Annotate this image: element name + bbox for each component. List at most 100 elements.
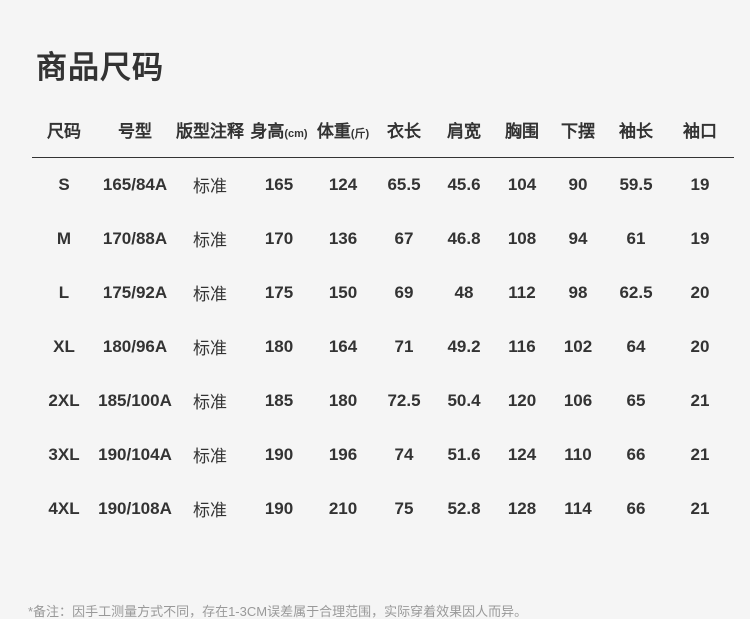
table-cell-hem: 110	[564, 444, 592, 464]
size-table: 尺码 号型 版型注释 身高(cm) 体重(斤) 衣长 肩宽 胸围 下摆 袖长 袖口 S 165/84A…	[32, 117, 734, 536]
table-cell-sleeve: 59.5	[619, 174, 653, 194]
table-cell-length: 75	[394, 498, 414, 518]
column-header-length: 衣长	[374, 117, 434, 158]
table-row: M 170/88A 标准 170 136 67 46.8 108 94 61 19	[32, 212, 734, 266]
table-cell-sleeve: 61	[626, 228, 646, 248]
table-cell-size: L	[58, 282, 70, 302]
column-header-label: 衣长	[387, 122, 421, 141]
table-cell-sleeve: 64	[626, 336, 646, 356]
table-cell-shoulder: 45.6	[447, 174, 481, 194]
column-header-label: 肩宽	[447, 122, 481, 141]
footnote-prefix: *备注：	[28, 604, 73, 619]
table-cell-hem: 114	[564, 498, 592, 518]
table-cell-size: S	[58, 174, 70, 194]
table-cell-fit: 标准	[193, 393, 227, 412]
column-header-model: 号型	[96, 117, 174, 158]
footnote: *备注： 因手工测量方式不同，存在1-3CM误差属于合理范围，实际穿着效果因人而…	[28, 600, 527, 619]
size-table-body: S 165/84A 标准 165 124 65.5 45.6 104 90 59.5 19 M 170/…	[32, 158, 734, 536]
column-header-label: 身高	[250, 122, 285, 141]
table-row: XL 180/96A 标准 180 164 71 49.2 116 102 64 20	[32, 320, 734, 374]
table-cell-chest: 116	[508, 336, 536, 356]
table-cell-chest: 108	[507, 228, 537, 248]
table-row: S 165/84A 标准 165 124 65.5 45.6 104 90 59.5 19	[32, 158, 734, 212]
table-cell-cuff: 20	[690, 282, 710, 302]
table-cell-size: 3XL	[48, 444, 80, 464]
column-header-hem: 下摆	[550, 117, 606, 158]
table-cell-length: 65.5	[387, 174, 421, 194]
table-cell-cuff: 19	[690, 174, 710, 194]
table-cell-fit: 标准	[193, 447, 227, 466]
table-cell-hem: 90	[568, 174, 588, 194]
table-cell-height: 190	[264, 498, 294, 518]
table-cell-fit: 标准	[193, 177, 227, 197]
column-header-unit: (斤)	[350, 128, 370, 140]
table-row: 4XL 190/108A 标准 190 210 75 52.8 128 114 66 21	[32, 482, 734, 536]
table-cell-hem: 94	[568, 228, 588, 248]
table-cell-cuff: 21	[690, 444, 710, 464]
column-header-label: 袖口	[683, 122, 717, 141]
table-cell-cuff: 21	[690, 498, 710, 518]
table-cell-chest: 112	[508, 282, 536, 302]
table-cell-chest: 124	[507, 444, 537, 464]
table-cell-model: 180/96A	[102, 336, 168, 356]
table-cell-weight: 196	[328, 444, 358, 464]
table-cell-shoulder: 50.4	[447, 390, 481, 410]
column-header-size: 尺码	[32, 117, 96, 158]
table-cell-chest: 104	[507, 174, 537, 194]
table-cell-model: 175/92A	[102, 282, 168, 302]
table-cell-weight: 136	[328, 228, 358, 248]
table-cell-sleeve: 62.5	[619, 282, 653, 302]
table-cell-fit: 标准	[193, 501, 227, 520]
column-header-label: 袖长	[619, 122, 653, 141]
table-cell-model: 190/108A	[98, 498, 172, 518]
table-cell-height: 185	[264, 390, 294, 410]
table-row: L 175/92A 标准 175 150 69 48 112 98 62.5 20	[32, 266, 734, 320]
table-cell-fit: 标准	[193, 285, 227, 304]
table-cell-hem: 106	[563, 390, 593, 410]
table-cell-weight: 180	[328, 390, 358, 410]
column-header-label: 胸围	[505, 122, 539, 141]
footnote-line-1: 因手工测量方式不同，存在1-3CM误差属于合理范围，实际穿着效果因人而异。	[72, 604, 528, 619]
table-cell-sleeve: 65	[626, 390, 646, 410]
column-header-sleeve: 袖长	[606, 117, 666, 158]
table-cell-shoulder: 49.2	[447, 336, 481, 356]
table-cell-size: 2XL	[48, 390, 80, 410]
table-cell-length: 71	[394, 336, 414, 356]
table-cell-height: 190	[264, 444, 294, 464]
table-cell-chest: 120	[507, 390, 537, 410]
table-cell-cuff: 20	[690, 336, 710, 356]
table-cell-sleeve: 66	[626, 498, 646, 518]
table-cell-hem: 98	[568, 282, 588, 302]
table-cell-weight: 124	[328, 174, 358, 194]
table-cell-model: 170/88A	[102, 228, 168, 248]
table-cell-height: 175	[264, 282, 294, 302]
table-cell-cuff: 21	[690, 390, 710, 410]
table-cell-height: 165	[264, 174, 294, 194]
table-cell-hem: 102	[563, 336, 593, 356]
column-header-label: 号型	[118, 122, 152, 141]
column-header-label: 尺码	[47, 122, 81, 141]
table-row: 3XL 190/104A 标准 190 196 74 51.6 124 110 66 21	[32, 428, 734, 482]
column-header-fit: 版型注释	[174, 117, 246, 158]
size-chart-page: 商品尺码 尺码 号型 版型注释 身高(cm) 体重(斤) 衣长 肩宽 胸围 下摆 袖长 袖口 S 16…	[0, 42, 750, 619]
page-title: 商品尺码	[36, 50, 164, 85]
column-header-label: 下摆	[561, 122, 595, 141]
column-header-chest: 胸围	[494, 117, 550, 158]
size-table-header: 尺码 号型 版型注释 身高(cm) 体重(斤) 衣长 肩宽 胸围 下摆 袖长 袖口	[32, 117, 734, 158]
table-cell-sleeve: 66	[626, 444, 646, 464]
table-cell-weight: 164	[328, 336, 358, 356]
table-cell-size: 4XL	[48, 498, 80, 518]
column-header-label: 版型注释	[176, 122, 244, 141]
table-cell-size: M	[56, 228, 72, 248]
table-cell-shoulder: 52.8	[447, 498, 481, 518]
table-cell-model: 185/100A	[98, 390, 172, 410]
table-cell-length: 74	[394, 444, 414, 464]
table-cell-model: 190/104A	[98, 444, 172, 464]
column-header-label: 体重	[316, 122, 351, 141]
table-cell-model: 165/84A	[102, 174, 168, 194]
footnote-lines: 因手工测量方式不同，存在1-3CM误差属于合理范围，实际穿着效果因人而异。 因个…	[72, 600, 527, 619]
header-row: 尺码 号型 版型注释 身高(cm) 体重(斤) 衣长 肩宽 胸围 下摆 袖长 袖口	[32, 117, 734, 158]
table-cell-length: 72.5	[387, 390, 421, 410]
column-header-unit: (cm)	[284, 128, 308, 140]
table-cell-shoulder: 51.6	[447, 444, 481, 464]
